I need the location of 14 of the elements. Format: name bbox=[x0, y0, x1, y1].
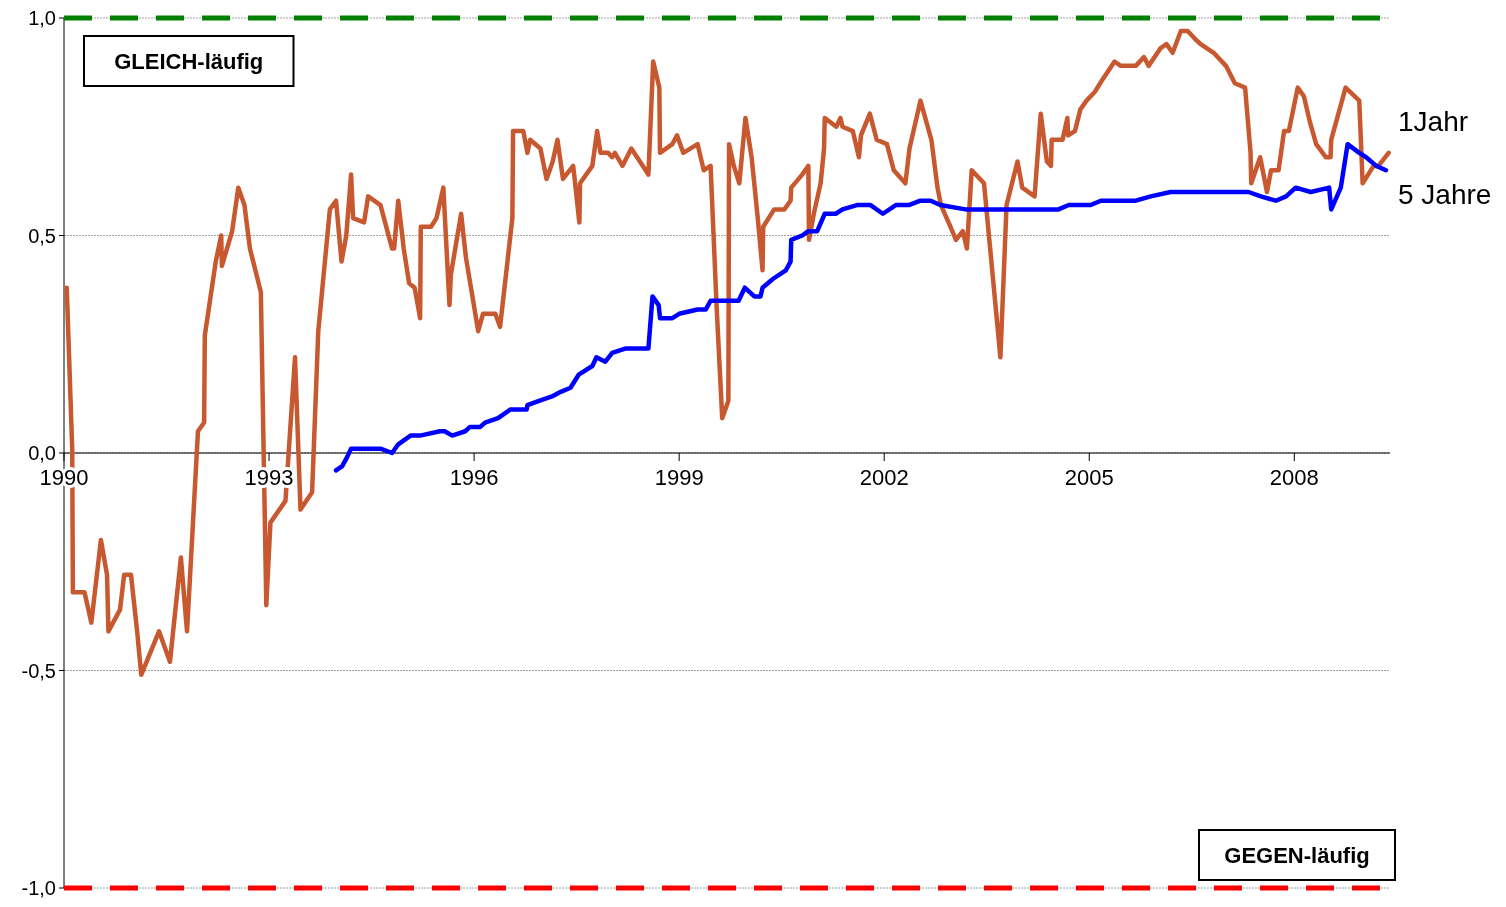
series-label: 1Jahr bbox=[1398, 105, 1469, 137]
y-tick-label: 0,0 bbox=[28, 442, 56, 464]
x-tick-label: 1996 bbox=[449, 465, 499, 490]
series-label: 5 Jahre bbox=[1398, 179, 1492, 211]
x-tick-label: 1999 bbox=[654, 465, 704, 490]
y-tick-label: -1,0 bbox=[21, 877, 56, 899]
annotation: GEGEN-läufig bbox=[1224, 842, 1370, 868]
x-tick-label: 2008 bbox=[1269, 465, 1319, 490]
y-tick-label: 0,5 bbox=[28, 224, 56, 247]
y-tick-label: -0,5 bbox=[21, 659, 56, 682]
y-tick-label: 1,0 bbox=[28, 7, 56, 29]
x-tick-label: 2005 bbox=[1064, 465, 1114, 490]
x-tick-label: 2002 bbox=[859, 465, 909, 490]
annotation: GLEICH-läufig bbox=[114, 48, 264, 74]
